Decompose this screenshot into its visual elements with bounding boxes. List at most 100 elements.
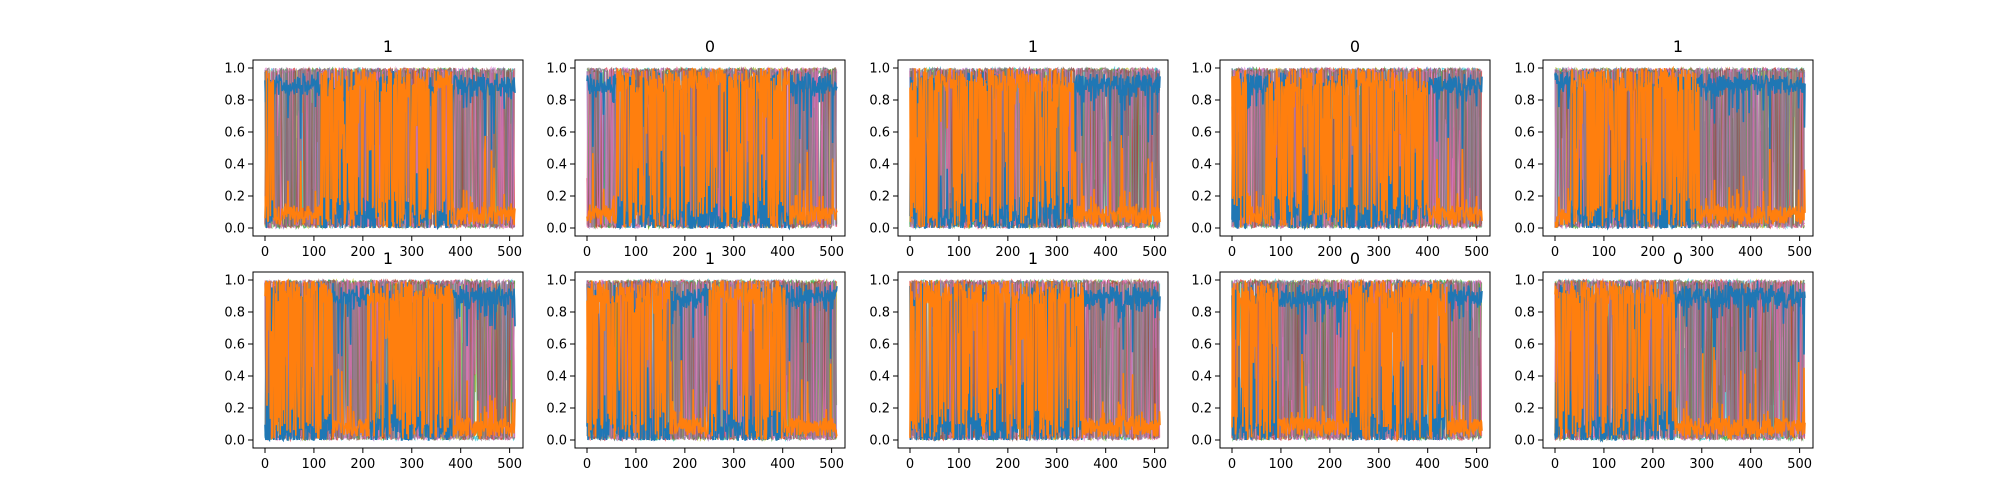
x-tick-label: 300	[721, 457, 746, 472]
x-tick-label: 200	[1640, 245, 1665, 260]
x-tick-label: 200	[672, 457, 697, 472]
x-tick-label: 0	[261, 245, 269, 260]
x-tick-label: 0	[1551, 457, 1559, 472]
y-tick-label: 0.4	[224, 370, 245, 385]
subplot-title: 1	[1673, 37, 1683, 56]
x-tick-label: 400	[448, 457, 473, 472]
subplot-title: 1	[1028, 37, 1038, 56]
y-tick-label: 0.0	[224, 222, 245, 237]
y-tick-label: 0.0	[546, 434, 567, 449]
y-tick-label: 0.6	[224, 338, 245, 353]
x-tick-label: 200	[995, 245, 1020, 260]
subplot-title: 0	[1350, 249, 1360, 268]
subplot-10: 0 100 200 300 400 500 0.0 0.2 0.4 0.6 0.8 1.0 0	[1514, 249, 1813, 472]
subplot-5: 0 100 200 300 400 500 0.0 0.2 0.4 0.6 0.8 1.0 1	[1514, 37, 1813, 260]
x-tick-label: 500	[1787, 457, 1812, 472]
y-tick-label: 0.4	[224, 158, 245, 173]
x-tick-label: 100	[302, 245, 327, 260]
y-tick-label: 0.8	[1514, 306, 1535, 321]
y-tick-label: 0.0	[869, 222, 890, 237]
x-tick-label: 300	[1366, 457, 1391, 472]
y-tick-label: 0.0	[1191, 434, 1212, 449]
x-tick-label: 500	[819, 457, 844, 472]
x-tick-label: 200	[1640, 457, 1665, 472]
subplot-2: 0 100 200 300 400 5000.00.20.40.60.81.00	[546, 37, 845, 260]
x-tick-label: 100	[624, 245, 649, 260]
y-tick-label: 1.0	[869, 62, 890, 77]
y-tick-label: 0.4	[869, 158, 890, 173]
y-tick-label: 0.2	[546, 402, 567, 417]
y-tick-label: 0.0	[869, 434, 890, 449]
x-tick-label: 0	[583, 457, 591, 472]
y-tick-label: 0.6	[546, 338, 567, 353]
subplot-4: 0 100 200 300 400 500 0.0 0.2 0.4 0.6 0.8 1.0 0	[1191, 37, 1490, 260]
y-tick-label: 0.2	[224, 402, 245, 417]
y-tick-label: 0.4	[1191, 370, 1212, 385]
y-tick-label: 1.0	[1191, 274, 1212, 289]
subplot-9: 0 100 200 300 400 500 0.0 0.2 0.4 0.6 0.8 1.0 0	[1191, 249, 1490, 472]
x-tick-label: 400	[1415, 245, 1440, 260]
x-tick-label: 400	[770, 245, 795, 260]
x-tick-label: 0	[583, 245, 591, 260]
x-tick-label: 300	[1689, 245, 1714, 260]
x-tick-label: 100	[1592, 245, 1617, 260]
y-tick-label: 0.2	[1514, 190, 1535, 205]
y-tick-label: 0.2	[546, 190, 567, 205]
subplot-7: 0 100 200 300 400 500 0.0 0.2 0.4 0.6 0.8 1.0 1	[546, 249, 845, 472]
y-tick-label: 0.8	[546, 94, 567, 109]
subplot-1: 0 100 200 300 400 5000.00.20.40.60.81.01	[224, 37, 523, 260]
y-tick-label: 1.0	[224, 274, 245, 289]
x-tick-label: 400	[770, 457, 795, 472]
y-tick-label: 1.0	[1514, 274, 1535, 289]
y-tick-label: 0.6	[869, 338, 890, 353]
x-tick-label: 500	[819, 245, 844, 260]
y-tick-label: 0.8	[869, 306, 890, 321]
y-tick-label: 0.2	[869, 402, 890, 417]
y-tick-label: 0.6	[869, 126, 890, 141]
y-tick-label: 0.4	[546, 158, 567, 173]
subplot-8: 0 100 200 300 400 5000.00.20.40.60.81.01	[869, 249, 1168, 472]
x-tick-label: 200	[1317, 245, 1342, 260]
x-tick-label: 200	[350, 457, 375, 472]
subplot-title: 0	[705, 37, 715, 56]
x-tick-label: 500	[1787, 245, 1812, 260]
x-tick-label: 500	[1142, 457, 1167, 472]
y-tick-label: 0.8	[869, 94, 890, 109]
y-tick-label: 0.4	[1514, 158, 1535, 173]
y-tick-label: 0.2	[1191, 402, 1212, 417]
y-tick-label: 0.8	[224, 306, 245, 321]
subplot-3: 0 100 200 300 400 500 0.0 0.2 0.4 0.6 0.8 1.0 1	[869, 37, 1168, 260]
y-tick-label: 0.8	[546, 306, 567, 321]
x-tick-label: 400	[1093, 245, 1118, 260]
y-tick-label: 0.2	[1191, 190, 1212, 205]
x-tick-label: 300	[1044, 457, 1069, 472]
y-tick-label: 0.6	[1514, 126, 1535, 141]
x-tick-label: 300	[1044, 245, 1069, 260]
x-tick-label: 300	[399, 245, 424, 260]
y-tick-label: 0.8	[1191, 306, 1212, 321]
y-tick-label: 1.0	[869, 274, 890, 289]
x-tick-label: 300	[1366, 245, 1391, 260]
x-tick-label: 0	[906, 457, 914, 472]
x-tick-label: 500	[1464, 457, 1489, 472]
y-tick-label: 0.8	[224, 94, 245, 109]
y-tick-label: 0.8	[1514, 94, 1535, 109]
y-tick-label: 0.8	[1191, 94, 1212, 109]
y-tick-label: 0.2	[869, 190, 890, 205]
x-tick-label: 100	[1269, 457, 1294, 472]
x-tick-label: 400	[1738, 245, 1763, 260]
y-tick-label: 0.6	[224, 126, 245, 141]
x-tick-label: 100	[302, 457, 327, 472]
x-tick-label: 400	[1415, 457, 1440, 472]
y-tick-label: 0.6	[1514, 338, 1535, 353]
x-tick-label: 500	[497, 245, 522, 260]
y-tick-label: 0.2	[224, 190, 245, 205]
x-tick-label: 200	[672, 245, 697, 260]
y-tick-label: 0.0	[1191, 222, 1212, 237]
x-tick-label: 500	[1464, 245, 1489, 260]
x-tick-label: 0	[906, 245, 914, 260]
x-tick-label: 300	[399, 457, 424, 472]
y-tick-label: 0.4	[1514, 370, 1535, 385]
x-tick-label: 500	[497, 457, 522, 472]
